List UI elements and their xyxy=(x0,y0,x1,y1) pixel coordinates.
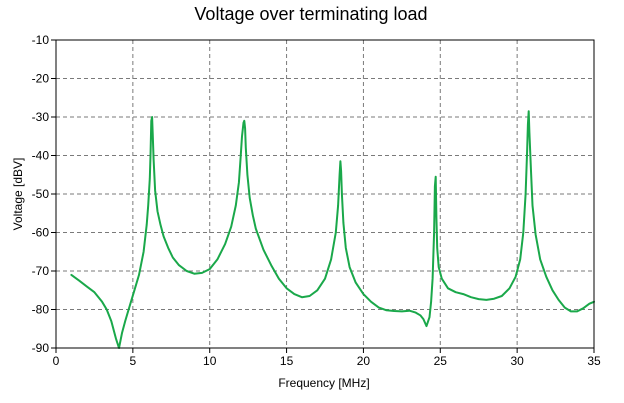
x-tick-label: 10 xyxy=(203,354,217,368)
y-tick-label: -90 xyxy=(32,341,50,355)
x-axis-label: Frequency [MHz] xyxy=(278,376,369,390)
y-tick-label: -70 xyxy=(32,264,50,278)
y-axis: -10 -20 -30 -40 -50 -60 -70 -80 -90 xyxy=(32,33,56,355)
y-tick-label: -10 xyxy=(32,33,50,47)
y-tick-label: -60 xyxy=(32,226,50,240)
x-tick-label: 15 xyxy=(280,354,294,368)
y-axis-label: Voltage [dBV] xyxy=(11,158,25,231)
grid xyxy=(56,40,594,348)
x-tick-label: 30 xyxy=(510,354,524,368)
x-axis: 0 5 10 15 20 25 30 35 xyxy=(53,348,601,368)
y-tick-label: -40 xyxy=(32,149,50,163)
y-tick-label: -80 xyxy=(32,303,50,317)
x-tick-label: 25 xyxy=(434,354,448,368)
series-layer xyxy=(70,110,595,349)
y-tick-label: -30 xyxy=(32,110,50,124)
x-tick-label: 35 xyxy=(587,354,601,368)
x-tick-label: 5 xyxy=(130,354,137,368)
chart-title: Voltage over terminating load xyxy=(194,4,427,24)
x-tick-label: 0 xyxy=(53,354,60,368)
series-line xyxy=(70,110,595,349)
y-tick-label: -50 xyxy=(32,187,50,201)
y-tick-label: -20 xyxy=(32,72,50,86)
x-tick-label: 20 xyxy=(357,354,371,368)
